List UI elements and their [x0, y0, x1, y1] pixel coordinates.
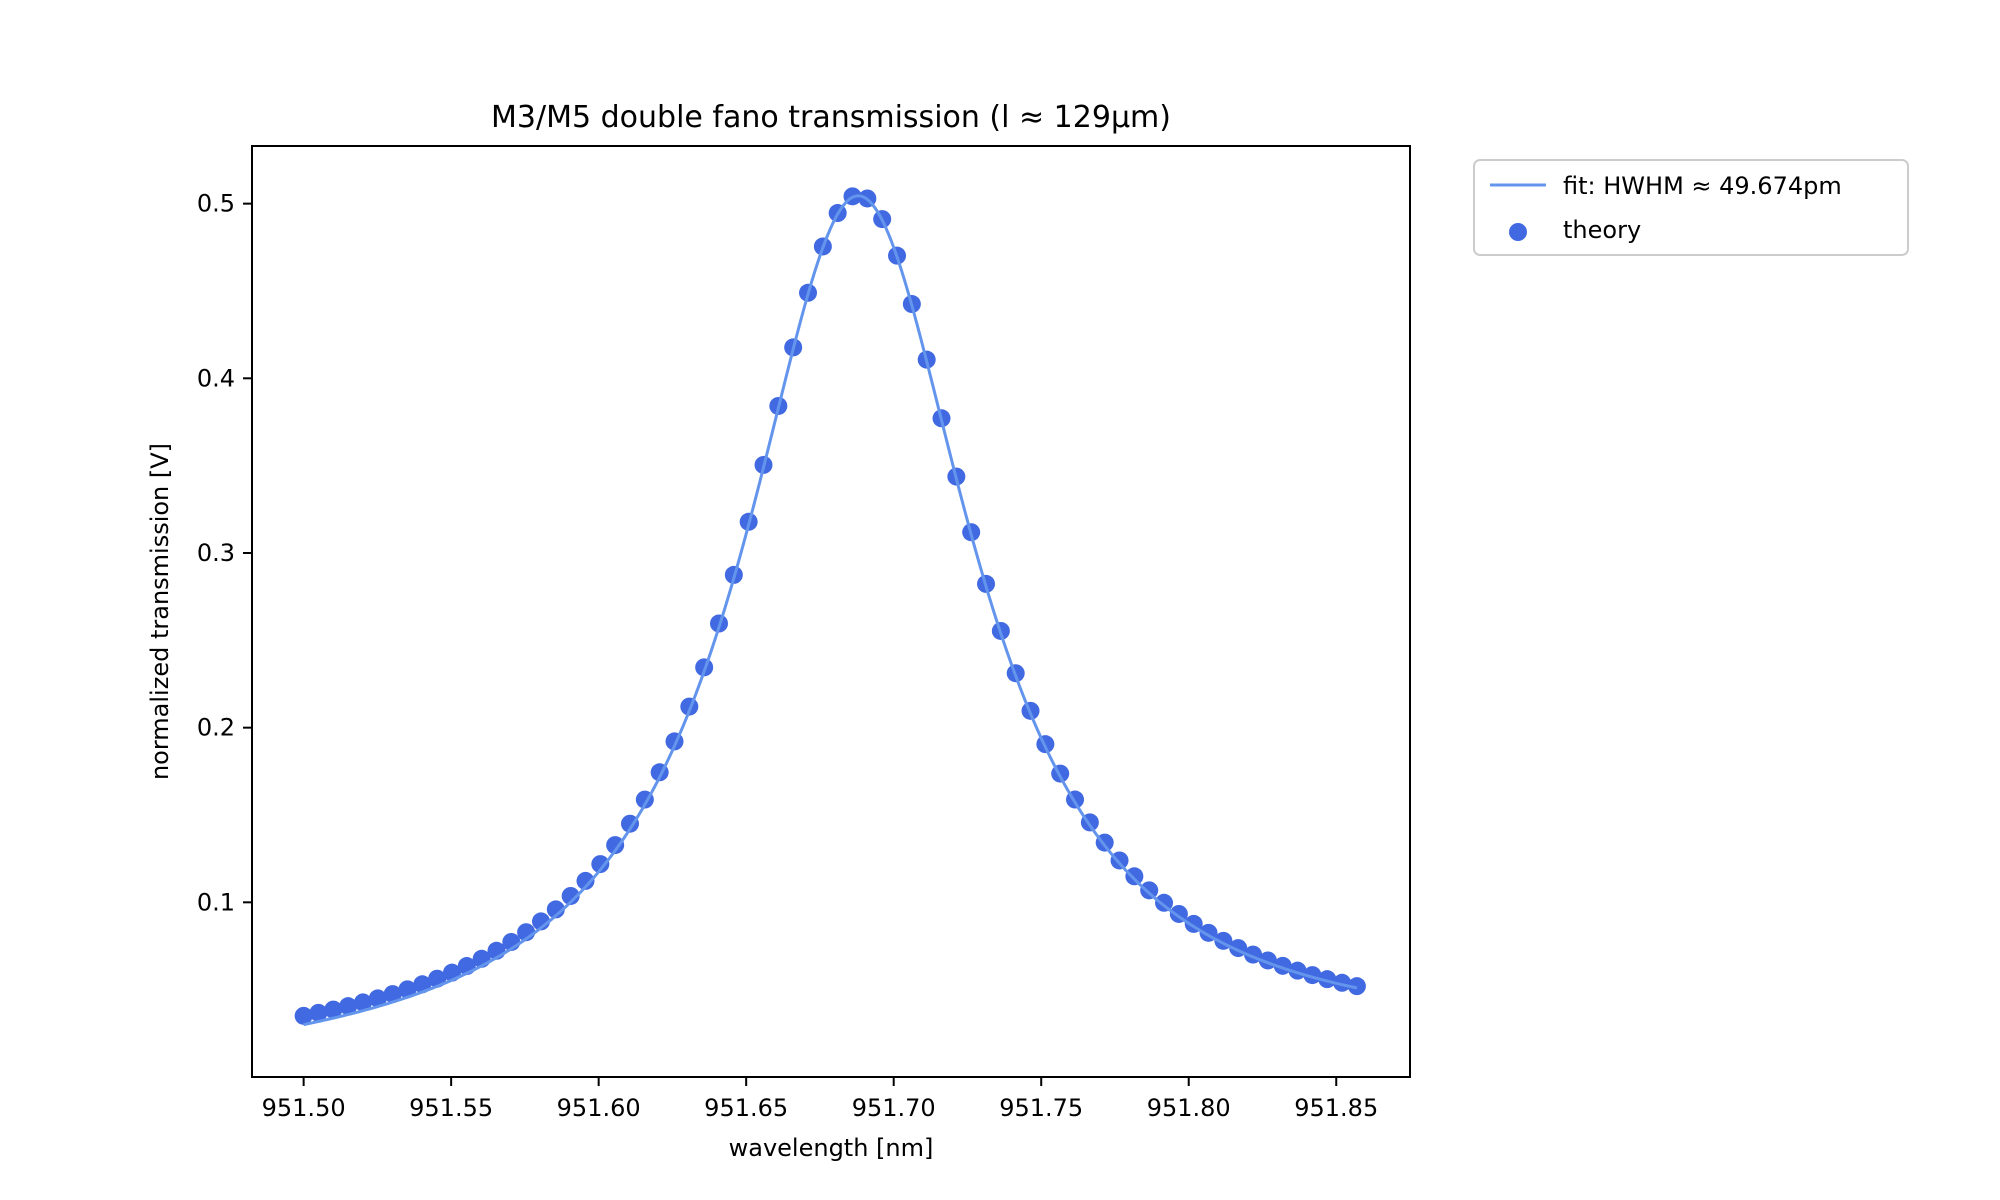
- fit-line: [303, 194, 1358, 1027]
- x-tick-label: 951.55: [409, 1094, 493, 1122]
- theory-point: [1140, 881, 1159, 900]
- y-tick-label: 0.4: [197, 364, 235, 392]
- chart-title: M3/M5 double fano transmission (l ≈ 129μ…: [491, 100, 1171, 135]
- legend: fit: HWHM ≈ 49.674pm theory: [1473, 159, 1909, 256]
- x-tick-label: 951.75: [999, 1094, 1083, 1122]
- x-tick-label: 951.85: [1294, 1094, 1378, 1122]
- y-tick-label: 0.5: [197, 190, 235, 218]
- theory-series: [294, 187, 1366, 1025]
- x-tick-label: 951.60: [557, 1094, 641, 1122]
- legend-fit-label: fit: HWHM ≈ 49.674pm: [1563, 172, 1842, 200]
- y-tick-label: 0.1: [197, 888, 235, 916]
- theory-point: [1347, 977, 1366, 996]
- theory-point: [383, 985, 402, 1004]
- theory-point: [368, 989, 387, 1008]
- x-axis-label: wavelength [nm]: [729, 1134, 934, 1162]
- theory-point: [309, 1003, 328, 1022]
- theory-point: [546, 900, 565, 919]
- y-tick-label: 0.2: [197, 714, 235, 742]
- y-tick-label: 0.3: [197, 539, 235, 567]
- x-axis: 951.50 951.55 951.60 951.65 951.70 951.75 951.…: [262, 1077, 1378, 1122]
- x-tick-label: 951.65: [704, 1094, 788, 1122]
- theory-point: [1333, 973, 1352, 992]
- theory-point: [324, 1000, 343, 1019]
- theory-point: [1125, 867, 1144, 886]
- theory-point: [353, 993, 372, 1012]
- theory-point: [294, 1006, 313, 1025]
- y-axis: 0.1 0.2 0.3 0.4 0.5: [197, 190, 252, 916]
- y-axis-label: normalized transmission [V]: [146, 443, 174, 780]
- axes-frame: [251, 145, 1411, 1078]
- x-tick-label: 951.70: [852, 1094, 936, 1122]
- legend-theory-label: theory: [1563, 216, 1641, 244]
- theory-point: [606, 836, 625, 855]
- x-tick-label: 951.80: [1147, 1094, 1231, 1122]
- theory-point: [398, 980, 417, 999]
- plot-area: [294, 187, 1366, 1027]
- theory-point: [339, 997, 358, 1016]
- x-tick-label: 951.50: [262, 1094, 346, 1122]
- theory-point: [576, 871, 595, 890]
- theory-point: [591, 855, 610, 874]
- theory-point: [561, 886, 580, 905]
- legend-theory-swatch: [1509, 223, 1527, 241]
- legend-box: [1473, 159, 1909, 256]
